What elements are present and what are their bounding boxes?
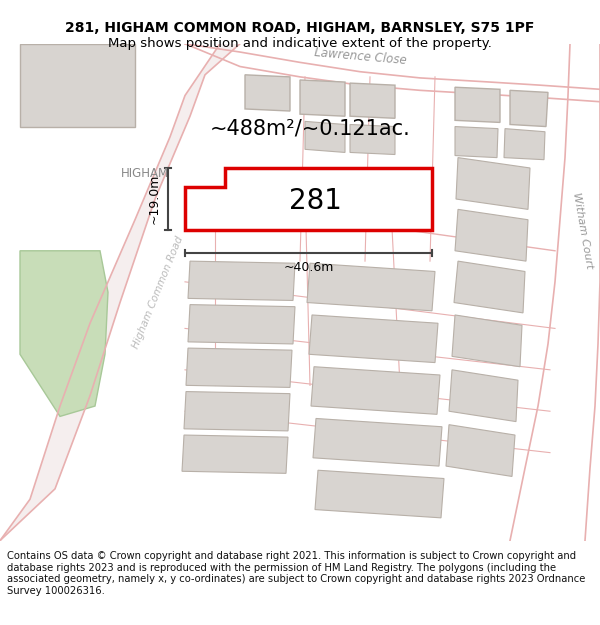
Text: Higham Common Road: Higham Common Road xyxy=(131,234,185,350)
Polygon shape xyxy=(455,88,500,122)
Text: Lawrence Close: Lawrence Close xyxy=(313,46,407,67)
Polygon shape xyxy=(449,370,518,422)
Text: Witham Court: Witham Court xyxy=(571,191,595,269)
Polygon shape xyxy=(454,261,525,313)
Polygon shape xyxy=(504,129,545,159)
Text: ~19.0m: ~19.0m xyxy=(148,174,161,224)
Polygon shape xyxy=(182,435,288,473)
Polygon shape xyxy=(452,315,522,367)
Polygon shape xyxy=(20,44,135,126)
Polygon shape xyxy=(455,126,498,158)
Polygon shape xyxy=(510,91,548,126)
Text: Contains OS data © Crown copyright and database right 2021. This information is : Contains OS data © Crown copyright and d… xyxy=(7,551,586,596)
Text: 281: 281 xyxy=(289,187,341,215)
Text: ~40.6m: ~40.6m xyxy=(283,261,334,274)
Polygon shape xyxy=(184,391,290,431)
Polygon shape xyxy=(446,425,515,476)
Polygon shape xyxy=(456,158,530,209)
Polygon shape xyxy=(188,261,295,301)
Polygon shape xyxy=(350,124,395,154)
Text: Map shows position and indicative extent of the property.: Map shows position and indicative extent… xyxy=(108,38,492,50)
Polygon shape xyxy=(185,168,432,230)
Text: 281, HIGHAM COMMON ROAD, HIGHAM, BARNSLEY, S75 1PF: 281, HIGHAM COMMON ROAD, HIGHAM, BARNSLE… xyxy=(65,21,535,34)
Polygon shape xyxy=(188,304,295,344)
Polygon shape xyxy=(20,251,108,416)
Text: ~488m²/~0.121ac.: ~488m²/~0.121ac. xyxy=(209,119,410,139)
Polygon shape xyxy=(311,367,440,414)
Polygon shape xyxy=(245,75,290,111)
Polygon shape xyxy=(315,470,444,518)
Polygon shape xyxy=(307,263,435,311)
Polygon shape xyxy=(300,80,345,116)
Polygon shape xyxy=(0,44,240,541)
Polygon shape xyxy=(455,209,528,261)
Text: HIGHAM: HIGHAM xyxy=(121,167,169,179)
Polygon shape xyxy=(309,315,438,362)
Polygon shape xyxy=(305,121,345,152)
Polygon shape xyxy=(186,348,292,388)
Polygon shape xyxy=(313,419,442,466)
Polygon shape xyxy=(350,83,395,118)
